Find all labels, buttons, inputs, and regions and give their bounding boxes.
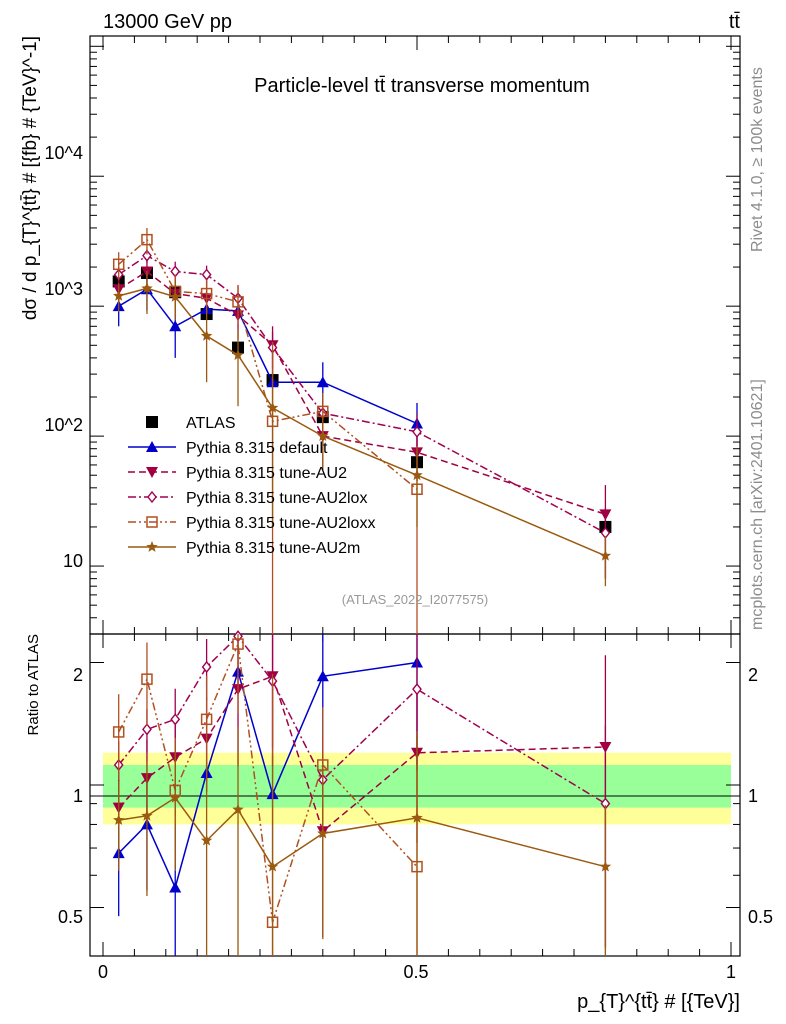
mc-point	[200, 329, 213, 341]
mc-point	[169, 320, 182, 332]
legend-marker-au2	[146, 467, 158, 478]
series-line-default	[118, 288, 418, 425]
ratio-line-default	[118, 661, 418, 890]
mc-point	[316, 376, 329, 388]
legend-marker-au2m	[146, 541, 158, 552]
mc-point	[169, 290, 181, 302]
ratio-tick-label: 1	[73, 786, 83, 806]
x-tick-label: 1	[726, 962, 736, 982]
mcplots-label: mcplots.cern.ch [arXiv:2401.10621]	[749, 379, 766, 630]
ratio-tick-label: 0.5	[58, 907, 83, 927]
series-line-au2loxx	[118, 238, 418, 490]
y-axis-title: dσ / d p_{T}^{tt̄} # [{fb} # {TeV}^-1]	[20, 36, 41, 320]
ratio-point	[317, 827, 329, 839]
x-tick-label: 0.5	[403, 962, 428, 982]
mc-point	[232, 296, 244, 308]
legend: ATLAS Pythia 8.315 default Pythia 8.315 …	[128, 415, 375, 557]
legend-marker-au2lox	[147, 490, 157, 504]
y-tick-label: 10^3	[45, 279, 83, 299]
legend-label-default: Pythia 8.315 default	[186, 440, 328, 457]
ratio-point	[200, 713, 213, 726]
x-axis-title: p_{T}^{tt̄} # [{TeV}]	[577, 991, 740, 1013]
legend-marker-atlas	[146, 416, 158, 428]
series-au2m	[113, 270, 612, 956]
ratio-tick-label-right: 2	[748, 665, 758, 685]
chart-title: Particle-level tt̄ transverse momentum	[254, 75, 590, 97]
ratio-point	[599, 860, 612, 872]
mc-point	[266, 401, 279, 413]
ratio-point	[201, 660, 212, 674]
mc-point	[113, 289, 125, 301]
mc-point	[142, 249, 152, 262]
ratio-point	[112, 726, 125, 738]
ratio-point	[200, 834, 213, 846]
mc-point	[232, 349, 244, 360]
mc-point	[201, 268, 212, 281]
legend-label-au2m: Pythia 8.315 tune-AU2m	[186, 540, 360, 557]
ratio-panel-frame	[89, 633, 741, 957]
series-layer	[112, 227, 612, 956]
mc-point	[141, 233, 153, 246]
y-tick-label: 10^2	[45, 415, 83, 435]
y-tick-label: 10^4	[45, 143, 83, 163]
ratio-point	[412, 683, 422, 696]
ratio-point	[232, 803, 244, 815]
analysis-tag: (ATLAS_2022_I2077575)	[342, 592, 488, 607]
ratio-point	[316, 670, 329, 682]
ratio-point	[170, 713, 181, 726]
mc-point	[141, 282, 153, 294]
mc-point	[412, 425, 422, 438]
ratio-point	[266, 860, 279, 872]
mc-point	[317, 430, 329, 441]
mc-point	[599, 549, 612, 561]
legend-label-atlas: ATLAS	[186, 415, 236, 432]
ratio-point	[232, 638, 244, 650]
series-line-au2lox	[118, 254, 606, 534]
ratio-point	[169, 791, 181, 803]
ratio-point	[141, 809, 153, 821]
y-tick-label: 10	[63, 551, 83, 571]
ratio-point	[411, 811, 423, 823]
ratio-point	[169, 881, 182, 893]
rivet-label: Rivet 4.1.0, ≥ 100k events	[749, 67, 766, 252]
mc-point	[112, 258, 125, 271]
mc-point	[200, 287, 213, 300]
energy-label: 13000 GeV pp	[103, 11, 232, 33]
ratio-line-au2loxx	[118, 641, 418, 923]
ratio-point	[113, 814, 125, 825]
mc-point	[411, 469, 423, 481]
ratio-tick-label-right: 0.5	[748, 907, 773, 927]
ratio-axis-title: Ratio to ATLAS	[25, 634, 42, 735]
legend-label-au2lox: Pythia 8.315 tune-AU2lox	[186, 490, 367, 507]
legend-marker-default	[146, 441, 158, 452]
process-label: tt̄	[729, 11, 741, 33]
x-tick-label: 0	[98, 962, 108, 982]
legend-label-au2loxx: Pythia 8.315 tune-AU2loxx	[186, 515, 375, 532]
legend-marker-au2loxx	[146, 516, 158, 528]
ratio-point	[142, 723, 152, 736]
ratio-point	[141, 673, 153, 685]
legend-label-au2: Pythia 8.315 tune-AU2	[186, 465, 347, 482]
ratio-tick-label-right: 1	[748, 786, 758, 806]
ratio-tick-label: 2	[73, 665, 83, 685]
